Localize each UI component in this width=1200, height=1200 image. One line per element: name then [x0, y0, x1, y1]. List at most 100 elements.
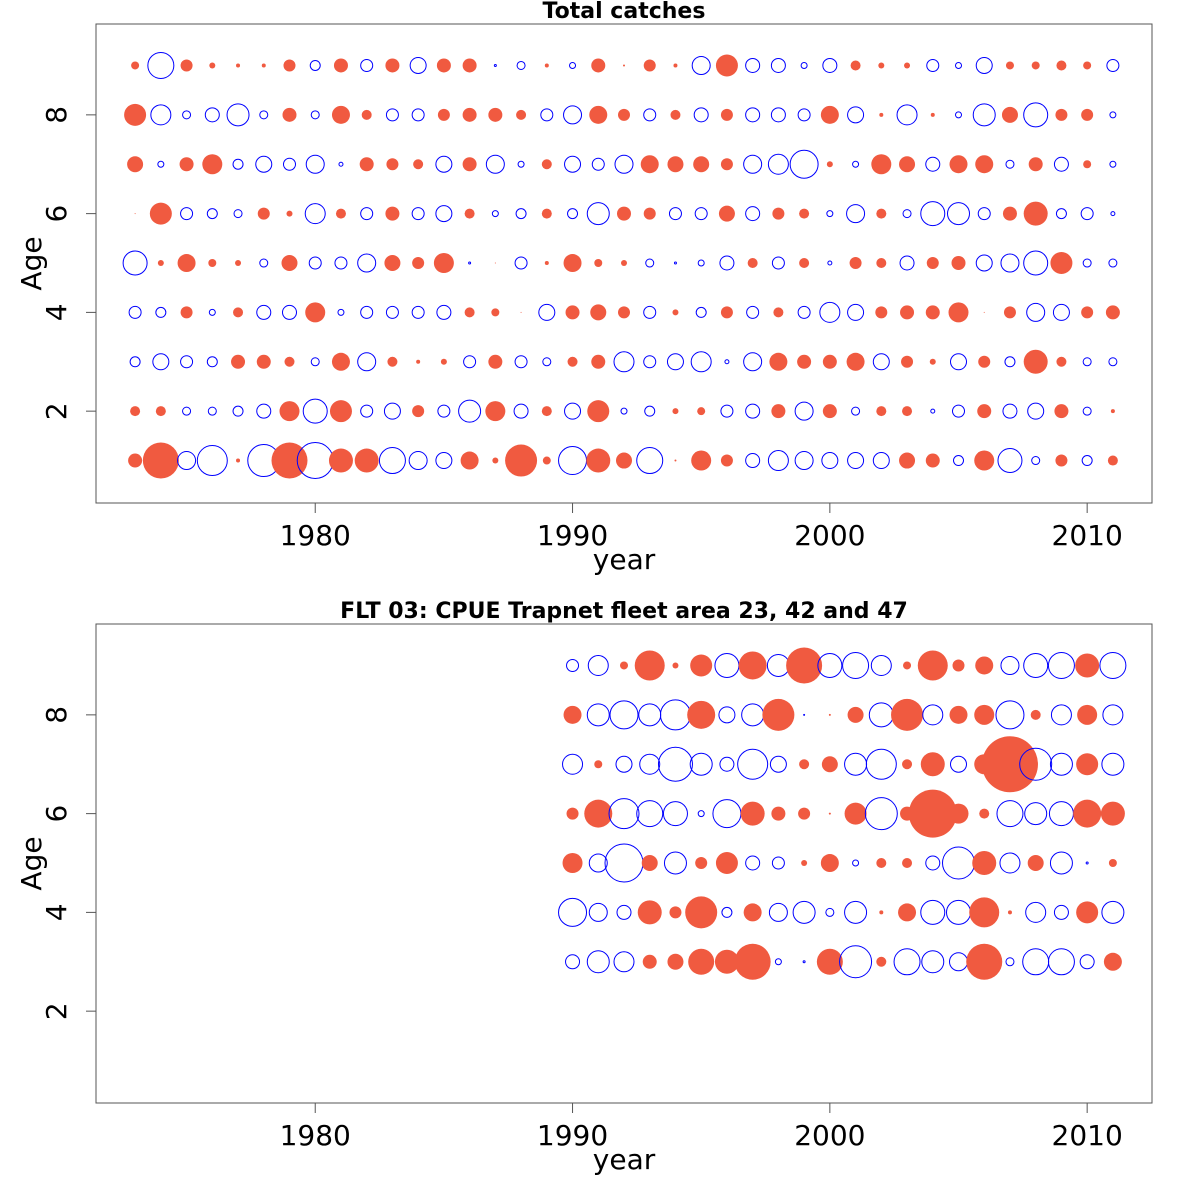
- negative-bubble: [826, 210, 834, 218]
- negative-bubble: [1049, 851, 1073, 875]
- positive-bubble: [720, 306, 733, 319]
- negative-bubble: [852, 859, 860, 867]
- positive-bubble: [771, 404, 786, 419]
- positive-bubble: [901, 355, 914, 368]
- negative-bubble: [643, 108, 657, 122]
- negative-bubble: [643, 355, 657, 369]
- positive-bubble: [688, 948, 715, 975]
- negative-bubble: [819, 301, 841, 323]
- negative-bubble: [1002, 403, 1018, 419]
- positive-bubble: [1056, 356, 1067, 367]
- positive-bubble: [876, 258, 887, 269]
- negative-bubble: [657, 746, 693, 782]
- negative-bubble: [955, 111, 963, 119]
- negative-bubble: [1085, 861, 1089, 865]
- negative-bubble: [797, 108, 811, 122]
- positive-bubble: [797, 354, 812, 369]
- negative-bubble: [485, 154, 505, 174]
- negative-bubble: [636, 447, 664, 475]
- negative-bubble: [616, 904, 632, 920]
- positive-bubble: [594, 760, 603, 769]
- positive-bubble: [899, 452, 916, 469]
- positive-bubble: [565, 305, 580, 320]
- positive-bubble: [816, 948, 843, 975]
- negative-bubble: [1081, 455, 1093, 467]
- negative-bubble: [357, 352, 377, 372]
- positive-bubble: [127, 156, 144, 173]
- negative-bubble: [360, 305, 374, 319]
- negative-bubble: [712, 799, 742, 829]
- negative-bubble: [614, 154, 634, 174]
- positive-bubble: [801, 860, 808, 867]
- negative-bubble: [207, 406, 217, 416]
- negative-bubble: [745, 206, 761, 222]
- negative-bubble: [608, 798, 640, 830]
- positive-bubble: [798, 807, 811, 820]
- positive-bubble: [981, 736, 1038, 793]
- positive-bubble: [983, 311, 985, 313]
- negative-bubble: [310, 357, 320, 367]
- negative-bubble: [920, 201, 946, 227]
- y-tick-label: 2: [40, 402, 73, 420]
- positive-bubble: [691, 450, 712, 471]
- positive-bubble: [271, 442, 308, 479]
- positive-bubble: [209, 62, 216, 69]
- positive-bubble: [587, 400, 610, 423]
- negative-bubble: [204, 107, 220, 123]
- positive-bubble: [516, 109, 527, 120]
- negative-bubble: [1108, 258, 1118, 268]
- negative-bubble: [645, 258, 655, 268]
- negative-bubble: [615, 755, 633, 773]
- positive-bubble: [634, 650, 665, 681]
- positive-bubble: [715, 54, 738, 77]
- negative-bubble: [766, 653, 790, 677]
- positive-bubble: [1055, 108, 1068, 121]
- negative-bubble: [613, 351, 635, 373]
- positive-bubble: [876, 956, 887, 967]
- x-axis-label: year: [593, 543, 656, 576]
- negative-bubble: [587, 654, 609, 676]
- positive-bubble: [236, 458, 241, 463]
- positive-bubble: [130, 406, 141, 417]
- positive-bubble: [618, 306, 630, 319]
- positive-bubble: [541, 406, 552, 417]
- positive-bubble: [1083, 160, 1092, 169]
- positive-bubble: [771, 806, 786, 821]
- negative-bubble: [977, 207, 991, 221]
- positive-bubble: [844, 802, 867, 825]
- negative-bubble: [975, 254, 993, 272]
- positive-bubble: [952, 659, 965, 672]
- positive-bubble: [460, 451, 479, 470]
- positive-bubble: [1081, 108, 1094, 121]
- negative-bubble: [638, 703, 662, 727]
- positive-bubble: [828, 812, 831, 815]
- positive-bubble: [898, 903, 917, 922]
- positive-bubble: [903, 661, 912, 670]
- negative-bubble: [564, 155, 582, 173]
- positive-bubble: [902, 858, 913, 869]
- negative-bubble: [847, 452, 865, 470]
- negative-bubble: [385, 108, 399, 122]
- x-tick-label: 2010: [1052, 1119, 1123, 1152]
- negative-bubble: [789, 149, 819, 179]
- positive-bubble: [236, 63, 241, 68]
- positive-bubble: [283, 59, 296, 72]
- positive-bubble: [485, 401, 506, 422]
- positive-bubble: [715, 852, 738, 875]
- positive-bubble: [494, 262, 496, 264]
- negative-bubble: [463, 355, 477, 369]
- negative-bubble: [745, 403, 761, 419]
- positive-bubble: [544, 261, 549, 266]
- positive-bubble: [1076, 901, 1099, 924]
- positive-bubble: [899, 156, 916, 173]
- negative-bubble: [666, 353, 684, 371]
- negative-bubble: [870, 654, 892, 676]
- positive-bubble: [908, 789, 957, 838]
- negative-bubble: [803, 713, 806, 716]
- negative-bubble: [690, 351, 712, 373]
- negative-bubble: [150, 104, 172, 126]
- negative-bubble: [720, 404, 734, 418]
- negative-bubble: [1102, 704, 1124, 726]
- negative-bubble: [586, 950, 610, 974]
- positive-bubble: [623, 64, 625, 67]
